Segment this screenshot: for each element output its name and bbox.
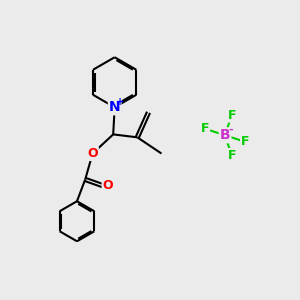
Text: N: N	[109, 100, 121, 114]
Text: F: F	[227, 109, 236, 122]
Text: O: O	[103, 179, 113, 192]
Text: B: B	[220, 128, 230, 142]
Text: F: F	[241, 135, 250, 148]
Text: F: F	[227, 149, 236, 162]
Text: -: -	[229, 124, 233, 134]
Text: O: O	[87, 147, 98, 160]
Text: +: +	[116, 97, 124, 107]
Text: F: F	[201, 122, 209, 135]
